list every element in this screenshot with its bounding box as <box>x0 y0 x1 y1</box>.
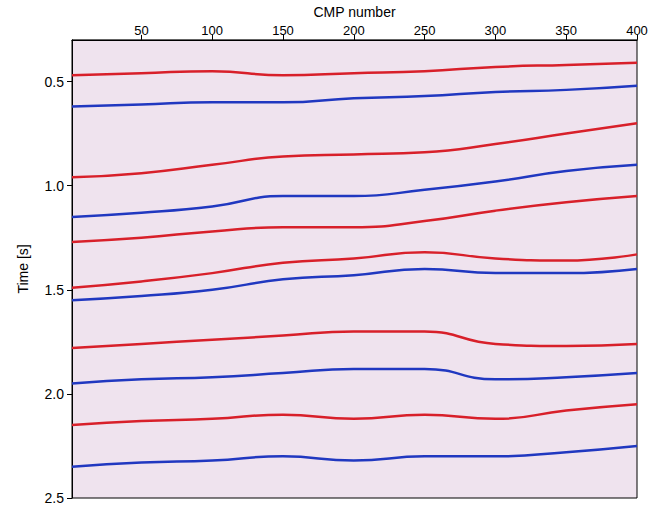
svg-text:400: 400 <box>626 23 648 38</box>
svg-text:CMP number: CMP number <box>313 4 396 20</box>
svg-text:0.5: 0.5 <box>45 74 65 90</box>
svg-text:300: 300 <box>485 23 507 38</box>
svg-text:2.0: 2.0 <box>45 386 65 402</box>
svg-text:150: 150 <box>272 23 294 38</box>
svg-text:1.0: 1.0 <box>45 178 65 194</box>
svg-text:2.5: 2.5 <box>45 490 65 506</box>
svg-text:1.5: 1.5 <box>45 282 65 298</box>
svg-text:50: 50 <box>134 23 148 38</box>
svg-text:250: 250 <box>414 23 436 38</box>
svg-text:100: 100 <box>201 23 223 38</box>
svg-text:350: 350 <box>555 23 577 38</box>
svg-text:Time [s]: Time [s] <box>15 244 31 293</box>
svg-text:200: 200 <box>343 23 365 38</box>
